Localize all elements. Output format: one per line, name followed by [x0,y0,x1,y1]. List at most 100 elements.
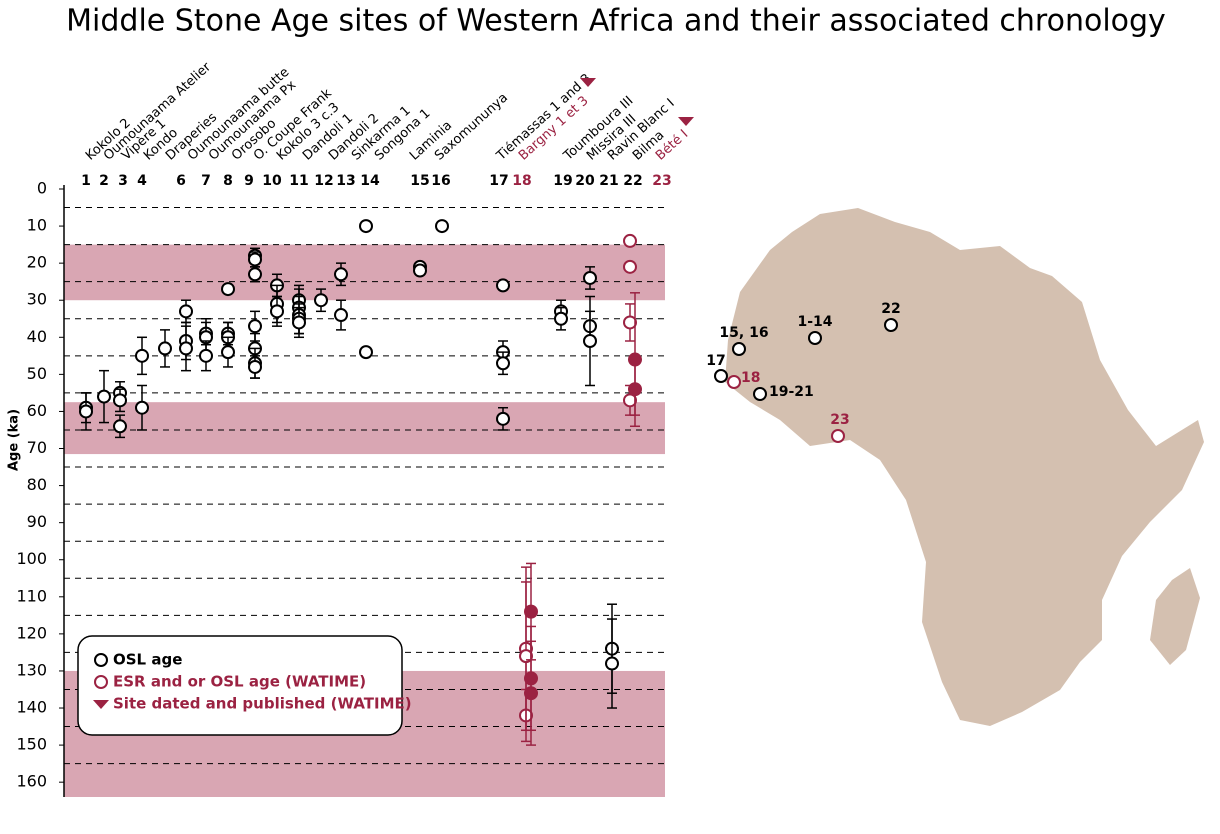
y-tick-label: 60 [27,401,47,420]
legend-marker [94,675,108,689]
data-point [248,359,262,374]
site-number: 13 [336,173,355,189]
dated-marker [580,78,596,87]
legend-marker [93,700,109,709]
site-number: 10 [262,173,282,189]
data-point [524,604,538,619]
y-tick-label: 160 [16,772,47,791]
site-number: 6 [176,173,186,189]
y-tick-label: 150 [16,735,47,754]
map-site [714,369,728,383]
data-point [496,278,510,293]
data-point [199,348,213,363]
data-point [113,393,127,408]
site-number: 11 [289,173,308,189]
y-tick-label: 90 [27,512,47,531]
map-site [753,387,767,401]
y-tick-label: 120 [16,623,47,642]
data-point [97,389,111,404]
data-point [605,656,619,671]
y-tick-label: 30 [27,290,47,309]
data-point [496,356,510,371]
site-number: 21 [599,173,618,189]
site-number: 1 [81,173,91,189]
map-site [831,429,845,443]
data-point [623,393,637,408]
map-site-label: 23 [830,412,849,428]
map-site-label: 18 [741,370,760,386]
data-point [135,400,149,415]
site-number: 7 [201,173,211,189]
data-point [334,267,348,282]
data-point [413,263,427,278]
site-number: 23 [652,173,671,189]
y-tick-label: 0 [37,179,47,198]
site-number: 14 [360,173,380,189]
y-tick-label: 10 [27,216,47,235]
data-point [623,315,637,330]
data-point [583,270,597,285]
data-point [221,345,235,360]
site-number: 19 [553,173,572,189]
site-number: 18 [512,173,531,189]
data-point [248,267,262,282]
map-site-label: 1-14 [797,314,832,330]
data-point [583,334,597,348]
site-number: 16 [431,173,450,189]
legend-marker [94,653,108,667]
y-tick-label: 140 [16,698,47,717]
legend-label: Site dated and published (WATIME) [113,695,412,713]
site-number: 8 [223,173,233,189]
y-axis-label: Age (ka) [7,409,22,471]
data-point [270,304,284,319]
legend-box [77,635,403,736]
legend-label: ESR and or OSL age (WATIME) [113,673,366,691]
map-site [732,342,746,356]
band [64,244,665,301]
y-tick-label: 130 [16,660,47,679]
y-tick-label: 50 [27,364,47,383]
data-point [334,308,348,323]
data-point [628,382,642,397]
title: Middle Stone Age sites of Western Africa… [66,4,1166,39]
data-point [359,219,373,234]
data-point [179,304,193,319]
y-tick-label: 100 [16,549,47,568]
data-point [554,311,568,326]
band [64,402,665,455]
data-point [113,419,127,434]
site-number: 9 [244,173,254,189]
y-tick-label: 70 [27,438,47,457]
data-point [524,671,538,686]
map-site [884,318,898,332]
data-point [248,319,262,334]
site-number: 20 [575,173,595,189]
site-number: 4 [137,173,147,189]
africa-map [725,208,1204,726]
y-tick-label: 80 [27,475,47,494]
site-number: 2 [99,173,109,189]
data-point [179,341,193,356]
map-site-label: 22 [881,301,900,317]
map-site-label: 15, 16 [719,325,768,341]
site-number: 12 [314,173,333,189]
y-tick-label: 20 [27,253,47,272]
data-point [623,259,637,274]
map-site [808,331,822,345]
africa-land [725,208,1204,726]
data-point [623,233,637,248]
map-site-label: 19-21 [769,384,814,400]
data-point [79,404,93,419]
map-site-label: 17 [706,353,725,369]
data-point [158,341,172,356]
data-point [221,282,235,297]
y-tick-label: 110 [16,586,47,605]
site-number: 3 [118,173,128,189]
y-tick-label: 40 [27,327,47,346]
data-point [496,411,510,426]
data-point [248,252,262,267]
madagascar [1150,568,1200,665]
dated-marker [678,117,694,126]
